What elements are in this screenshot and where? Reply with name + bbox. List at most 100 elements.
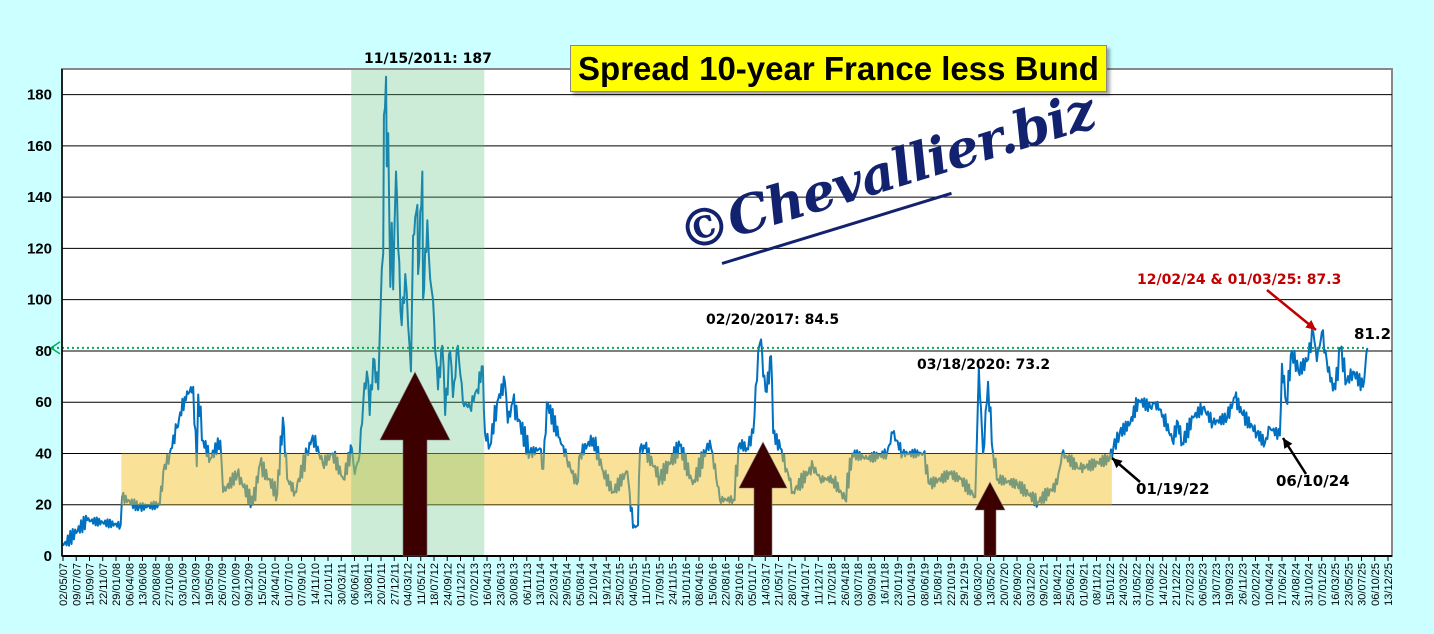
y-tick-label: 40: [35, 445, 52, 462]
x-tick-label: 09/02/21: [1039, 563, 1051, 606]
x-tick-label: 11/12/17: [813, 563, 825, 605]
annotation-peak-2020: 03/18/2020: 73.2: [917, 357, 1051, 373]
x-tick-label: 31/01/16: [681, 563, 693, 606]
y-tick-label: 20: [35, 497, 52, 514]
x-tick-label: 12/10/14: [588, 563, 600, 606]
x-tick-label: 15/09/07: [85, 563, 97, 606]
x-tick-label: 14/10/22: [1158, 563, 1170, 606]
x-tick-label: 09/07/07: [71, 563, 83, 606]
x-tick-label: 21/05/17: [774, 563, 786, 606]
x-tick-label: 26/09/20: [1012, 563, 1024, 606]
x-tick-label: 22/10/19: [946, 563, 958, 606]
x-tick-label: 13/07/23: [1211, 563, 1223, 606]
x-tick-label: 23/06/13: [495, 563, 507, 606]
x-tick-label: 26/07/09: [217, 563, 229, 606]
band-range-20-40: [121, 453, 1112, 505]
x-tick-label: 31/05/22: [1131, 563, 1143, 606]
arrow-up-2017-icon: [738, 441, 788, 557]
x-tick-label: 04/03/12: [403, 563, 415, 606]
x-tick-label: 27/10/08: [164, 563, 176, 606]
x-tick-label: 13/01/14: [535, 563, 547, 606]
x-tick-label: 08/04/16: [694, 563, 706, 606]
x-tick-label: 08/06/19: [919, 563, 931, 606]
x-tick-label: 11/07/15: [641, 563, 653, 605]
x-tick-label: 27/02/23: [1184, 563, 1196, 606]
x-tick-label: 07/01/25: [1317, 563, 1329, 606]
x-tick-label: 21/01/11: [323, 563, 335, 605]
x-tick-label: 09/12/09: [244, 563, 256, 606]
x-tick-label: 18/04/21: [1052, 563, 1064, 606]
annotation-peak-2017: 02/20/2017: 84.5: [706, 312, 840, 328]
annotation-last-value: 81.2: [1354, 325, 1392, 343]
pointer-peak-2024-icon-head: [1305, 320, 1316, 330]
annotation-peak-2024: 12/02/24 & 01/03/25: 87.3: [1137, 272, 1342, 288]
x-tick-label: 07/09/10: [297, 563, 309, 606]
x-tick-label: 22/03/14: [548, 563, 560, 606]
x-tick-label: 15/02/10: [257, 563, 269, 606]
y-tick-label: 160: [27, 138, 52, 155]
x-tick-label: 06/04/08: [124, 563, 136, 606]
x-tick-label: 25/06/21: [1065, 563, 1077, 606]
x-tick-label: 03/12/20: [1025, 563, 1037, 606]
x-tick-label: 12/03/09: [191, 563, 203, 606]
x-tick-label: 07/02/13: [469, 563, 481, 606]
x-tick-label: 29/05/14: [562, 563, 574, 606]
x-tick-label: 03/01/09: [177, 563, 189, 606]
reference-arrow-icon: [49, 341, 61, 355]
x-tick-label: 24/09/12: [442, 563, 454, 606]
x-tick-label: 19/09/23: [1224, 563, 1236, 606]
x-tick-label: 02/02/24: [1251, 563, 1263, 606]
x-tick-label: 14/11/10: [310, 563, 322, 605]
x-tick-label: 10/04/24: [1264, 563, 1276, 606]
x-tick-label: 16/03/25: [1330, 563, 1342, 606]
arrow-up-2020-icon: [974, 481, 1006, 557]
x-tick-label: 18/07/12: [429, 563, 441, 606]
x-tick-label: 11/05/12: [416, 563, 428, 605]
pointer-2022-icon-head: [1112, 458, 1123, 469]
x-tick-label: 06/05/23: [1198, 563, 1210, 606]
arrow-up-2011-icon: [379, 371, 451, 557]
x-tick-label: 15/01/22: [1105, 563, 1117, 606]
x-tick-label: 17/09/15: [654, 563, 666, 606]
x-tick-label: 23/01/19: [893, 563, 905, 606]
x-tick-label: 26/11/23: [1237, 563, 1249, 605]
x-tick-label: 30/07/25: [1357, 563, 1369, 606]
x-tick-label: 24/11/15: [668, 563, 680, 605]
pointer-peak-2024-icon: [1266, 289, 1317, 331]
x-tick-label: 19/05/09: [204, 563, 216, 606]
chart-title: Spread 10-year France less Bund: [570, 45, 1107, 92]
y-tick-label: 80: [35, 343, 52, 360]
x-tick-label: 09/09/18: [866, 563, 878, 606]
x-tick-label: 26/04/18: [840, 563, 852, 606]
x-tick-label: 27/12/11: [389, 563, 401, 605]
x-tick-label: 19/12/14: [601, 563, 613, 606]
x-tick-label: 13/08/11: [363, 563, 375, 605]
x-tick-label: 02/10/09: [230, 563, 242, 606]
x-tick-label: 07/08/22: [1145, 563, 1157, 606]
y-tick-label: 100: [27, 292, 52, 309]
annotation-date-2022: 01/19/22: [1136, 480, 1210, 498]
x-tick-label: 16/11/18: [880, 563, 892, 605]
x-tick-label: 20/07/20: [999, 563, 1011, 606]
x-tick-label: 05/01/17: [747, 563, 759, 606]
x-tick-label: 29/12/19: [959, 563, 971, 606]
x-tick-label: 01/04/19: [906, 563, 918, 606]
x-tick-label: 13/12/25: [1383, 563, 1395, 606]
x-tick-label: 08/11/21: [1092, 563, 1104, 605]
x-tick-label: 24/03/22: [1118, 563, 1130, 606]
x-tick-label: 04/10/17: [800, 563, 812, 606]
x-tick-label: 02/05/07: [58, 563, 70, 606]
x-tick-label: 13/05/20: [986, 563, 998, 606]
x-tick-label: 24/04/10: [270, 563, 282, 606]
x-tick-label: 21/12/22: [1171, 563, 1183, 606]
annotation-date-2024: 06/10/24: [1276, 472, 1350, 490]
x-tick-label: 13/06/08: [138, 563, 150, 606]
x-tick-label: 05/08/14: [575, 563, 587, 606]
x-tick-label: 23/05/25: [1343, 563, 1355, 606]
y-tick-label: 60: [35, 394, 52, 411]
y-tick-label: 120: [27, 240, 52, 257]
x-tick-label: 28/07/17: [787, 563, 799, 606]
annotation-peak-2011: 11/15/2011: 187: [364, 51, 492, 67]
x-tick-label: 17/06/24: [1277, 563, 1289, 606]
